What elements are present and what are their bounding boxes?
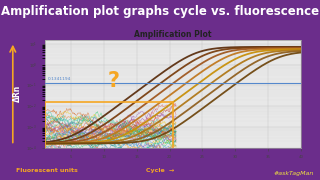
- Text: Cycle  →: Cycle →: [146, 168, 174, 173]
- Text: Fluorescent units: Fluorescent units: [16, 168, 78, 173]
- Text: #askTagMan: #askTagMan: [273, 171, 314, 176]
- Title: Amplification Plot: Amplification Plot: [134, 30, 212, 39]
- Bar: [45, 102, 173, 149]
- Text: Amplification plot graphs cycle vs. fluorescence: Amplification plot graphs cycle vs. fluo…: [1, 5, 319, 18]
- Text: 0.1341194: 0.1341194: [47, 77, 71, 81]
- Text: ΔRn: ΔRn: [13, 85, 22, 102]
- Text: ?: ?: [108, 71, 120, 91]
